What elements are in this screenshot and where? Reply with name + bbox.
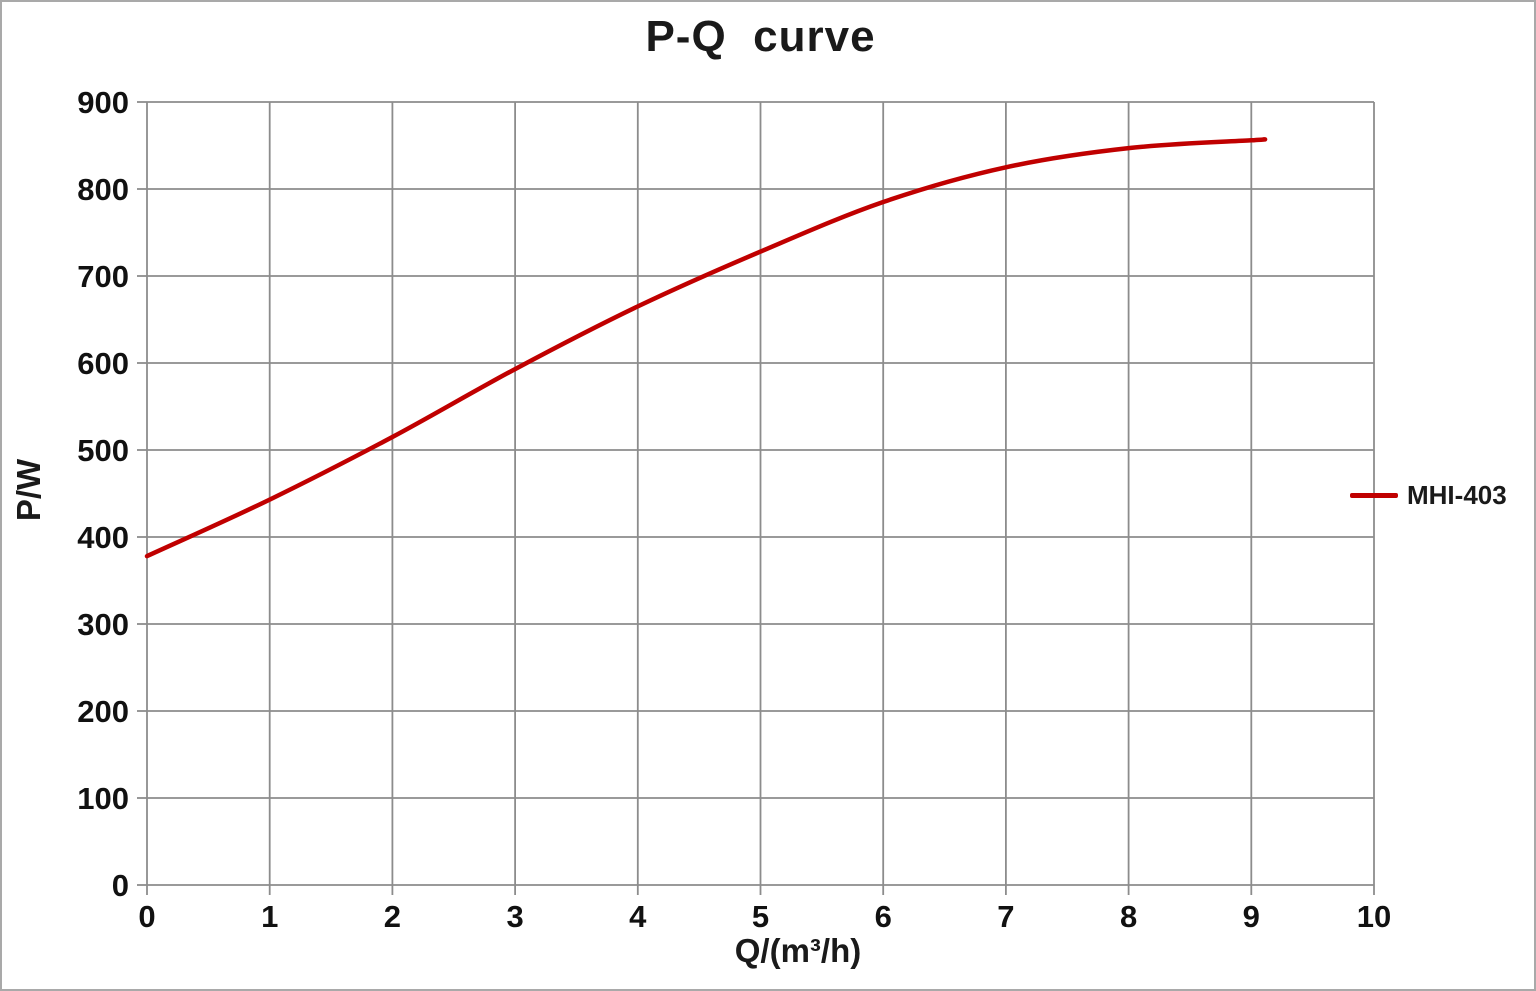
legend-series-label: MHI-403 [1407, 480, 1507, 510]
x-tick-label: 10 [1357, 899, 1391, 934]
y-tick-label: 700 [77, 259, 129, 294]
x-tick-label: 8 [1120, 899, 1137, 934]
y-tick-label: 100 [77, 781, 129, 816]
y-tick-label: 200 [77, 694, 129, 729]
x-tick-label: 9 [1243, 899, 1260, 934]
y-tick-label: 300 [77, 607, 129, 642]
y-tick-label: 400 [77, 520, 129, 555]
y-tick-label: 900 [77, 85, 129, 120]
y-axis-title: P/W [10, 458, 47, 522]
x-tick-label: 1 [261, 899, 278, 934]
x-axis-title: Q/(m³/h) [734, 932, 862, 969]
chart-title: P-Q curve [645, 12, 876, 61]
x-tick-label: 2 [384, 899, 401, 934]
y-tick-label: 500 [77, 433, 129, 468]
y-tick-label: 0 [112, 868, 129, 903]
x-tick-label: 4 [629, 899, 647, 934]
x-tick-label: 7 [997, 899, 1014, 934]
legend-line-swatch [1350, 493, 1398, 498]
x-tick-label: 5 [752, 899, 769, 934]
legend: MHI-403 [1350, 480, 1507, 511]
x-tick-label: 3 [506, 899, 523, 934]
y-tick-label: 600 [77, 346, 129, 381]
series-line [144, 137, 1268, 559]
x-tick-label: 6 [875, 899, 892, 934]
x-tick-label: 0 [138, 899, 155, 934]
y-tick-label: 800 [77, 172, 129, 207]
